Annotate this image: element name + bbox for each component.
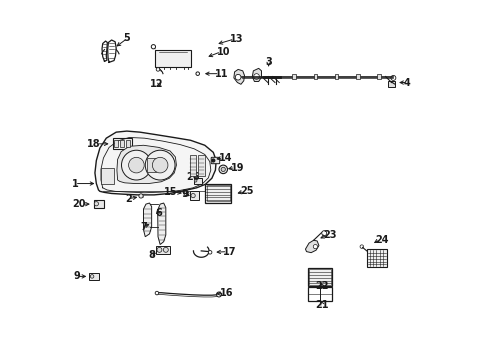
- Circle shape: [253, 74, 259, 79]
- Bar: [94, 200, 104, 208]
- Bar: [334, 74, 338, 79]
- Text: 25: 25: [240, 186, 253, 196]
- Bar: [101, 168, 114, 184]
- Circle shape: [191, 193, 195, 198]
- Circle shape: [121, 150, 151, 180]
- Polygon shape: [305, 240, 318, 253]
- Circle shape: [216, 292, 221, 297]
- Bar: [120, 140, 124, 147]
- Polygon shape: [157, 203, 165, 244]
- Polygon shape: [233, 69, 244, 84]
- Circle shape: [90, 275, 94, 278]
- Text: 13: 13: [230, 34, 244, 44]
- Circle shape: [221, 167, 225, 171]
- Bar: [292, 74, 295, 79]
- Circle shape: [183, 191, 188, 196]
- Bar: [206, 185, 229, 201]
- Circle shape: [163, 247, 168, 252]
- Text: 3: 3: [264, 57, 271, 67]
- Bar: [377, 74, 380, 79]
- Text: 12: 12: [150, 78, 163, 89]
- Circle shape: [94, 202, 98, 206]
- Circle shape: [152, 157, 167, 173]
- Circle shape: [194, 179, 197, 182]
- Text: 9: 9: [182, 189, 188, 199]
- Bar: [114, 140, 118, 147]
- PathPatch shape: [95, 131, 216, 195]
- Circle shape: [235, 75, 241, 80]
- Circle shape: [321, 231, 326, 236]
- Circle shape: [155, 291, 159, 295]
- Bar: [125, 140, 130, 147]
- Text: 11: 11: [215, 69, 228, 79]
- FancyBboxPatch shape: [156, 246, 170, 254]
- Bar: [189, 155, 196, 176]
- Circle shape: [219, 165, 227, 174]
- Circle shape: [211, 159, 214, 162]
- FancyBboxPatch shape: [194, 178, 202, 184]
- Text: 8: 8: [148, 250, 155, 260]
- Text: 18: 18: [87, 139, 101, 149]
- Text: 14: 14: [219, 153, 232, 163]
- Circle shape: [128, 157, 144, 173]
- Text: 9: 9: [74, 271, 81, 282]
- Text: 24: 24: [375, 235, 388, 244]
- Text: 17: 17: [223, 247, 236, 257]
- Circle shape: [145, 150, 175, 180]
- Text: 19: 19: [230, 163, 244, 172]
- Text: 4: 4: [403, 77, 409, 87]
- Circle shape: [196, 72, 199, 76]
- Bar: [307, 287, 332, 301]
- Circle shape: [151, 45, 155, 49]
- Bar: [313, 74, 317, 79]
- Polygon shape: [143, 203, 151, 237]
- Circle shape: [390, 76, 395, 80]
- Text: 15: 15: [164, 187, 178, 197]
- Text: 26: 26: [186, 172, 200, 182]
- Bar: [309, 269, 331, 285]
- Text: 1: 1: [72, 179, 79, 189]
- Bar: [204, 184, 231, 203]
- Polygon shape: [117, 145, 176, 184]
- Bar: [355, 74, 359, 79]
- Text: 5: 5: [123, 33, 130, 43]
- Text: 16: 16: [220, 288, 233, 298]
- Text: 10: 10: [216, 47, 230, 57]
- Text: 20: 20: [72, 199, 85, 209]
- Bar: [307, 268, 332, 286]
- Circle shape: [156, 68, 160, 71]
- FancyBboxPatch shape: [211, 157, 219, 164]
- Bar: [198, 155, 204, 176]
- Circle shape: [139, 194, 143, 198]
- Bar: [387, 81, 395, 87]
- FancyBboxPatch shape: [89, 273, 99, 280]
- Text: 2: 2: [125, 194, 132, 204]
- Text: 6: 6: [155, 208, 162, 217]
- FancyBboxPatch shape: [190, 192, 199, 200]
- Text: 21: 21: [315, 300, 328, 310]
- Bar: [155, 50, 190, 67]
- Bar: [366, 249, 386, 267]
- Bar: [146, 158, 155, 172]
- Polygon shape: [252, 68, 261, 81]
- Circle shape: [157, 247, 162, 252]
- Bar: [112, 138, 132, 149]
- Text: 23: 23: [323, 230, 336, 240]
- Circle shape: [359, 245, 363, 248]
- Text: 22: 22: [315, 281, 328, 291]
- Text: 7: 7: [140, 222, 147, 232]
- Circle shape: [208, 251, 211, 254]
- Circle shape: [313, 244, 317, 249]
